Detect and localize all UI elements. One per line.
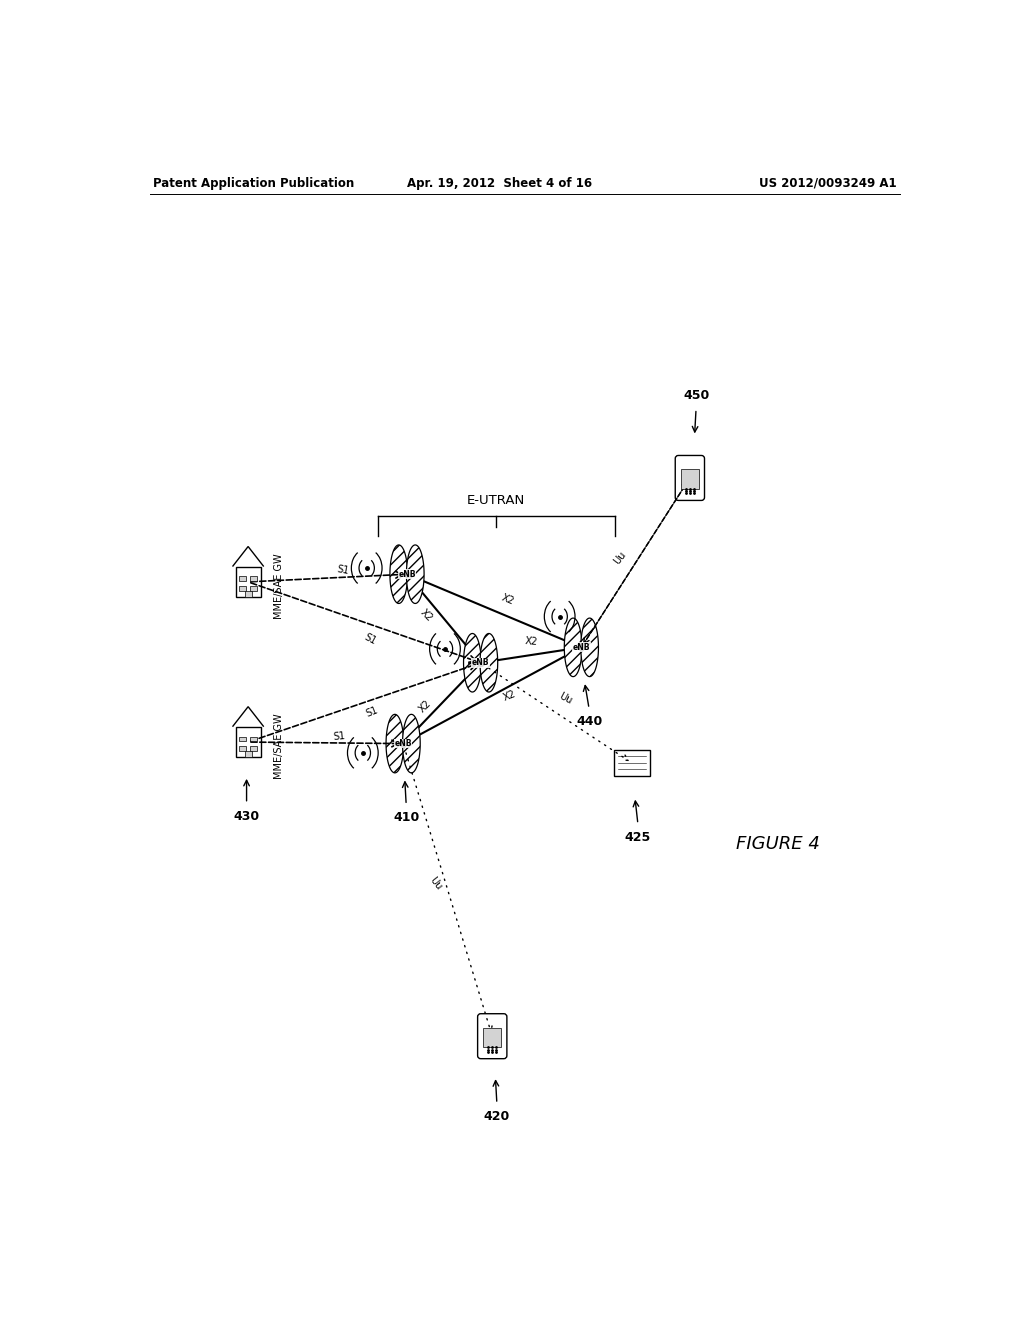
Text: Patent Application Publication: Patent Application Publication [153,177,354,190]
Text: S1: S1 [362,632,378,647]
Bar [250,586,257,590]
Bar [250,746,257,751]
Text: 425: 425 [625,830,651,843]
Polygon shape [564,618,582,677]
Text: Uu: Uu [428,875,444,892]
Text: 430: 430 [233,810,260,822]
Text: Uu: Uu [612,549,628,566]
Polygon shape [386,714,403,772]
Text: Uu: Uu [557,692,573,706]
Text: E-UTRAN: E-UTRAN [467,494,525,507]
Text: S1: S1 [365,705,380,718]
Text: 410: 410 [393,812,420,825]
Polygon shape [480,634,498,692]
Bar [236,727,261,758]
Polygon shape [407,545,424,603]
Text: X2: X2 [502,689,517,702]
Text: 420: 420 [483,1110,510,1123]
Text: S1: S1 [333,731,346,742]
Polygon shape [402,714,420,772]
Bar [239,746,247,751]
Text: eNB: eNB [394,739,412,748]
FancyBboxPatch shape [477,1014,507,1059]
Text: 450: 450 [683,389,710,403]
Bar [239,586,247,590]
Bar [483,1028,501,1047]
Text: MME/SAE GW: MME/SAE GW [273,553,284,619]
Text: X2: X2 [417,698,433,714]
Text: X2: X2 [524,636,538,647]
Text: X2: X2 [419,607,435,623]
Bar [681,470,698,488]
Text: MME/SAE GW: MME/SAE GW [273,713,284,779]
Text: eNB: eNB [572,643,590,652]
Text: FIGURE 4: FIGURE 4 [735,834,819,853]
Polygon shape [390,545,408,603]
Text: US 2012/0093249 A1: US 2012/0093249 A1 [759,177,897,190]
Text: eNB: eNB [398,570,416,578]
Text: S1: S1 [336,565,350,577]
Bar [236,566,261,597]
Text: X2: X2 [501,593,516,607]
Bar [250,577,257,581]
Polygon shape [464,634,481,692]
Polygon shape [581,618,598,677]
FancyBboxPatch shape [675,455,705,500]
Bar [245,591,252,597]
Text: 440: 440 [575,715,602,729]
Bar [239,577,247,581]
Bar [245,751,252,758]
Bar [614,750,649,776]
Text: eNB: eNB [472,659,489,667]
Bar [250,737,257,742]
Bar [239,737,247,742]
Text: Apr. 19, 2012  Sheet 4 of 16: Apr. 19, 2012 Sheet 4 of 16 [408,177,593,190]
